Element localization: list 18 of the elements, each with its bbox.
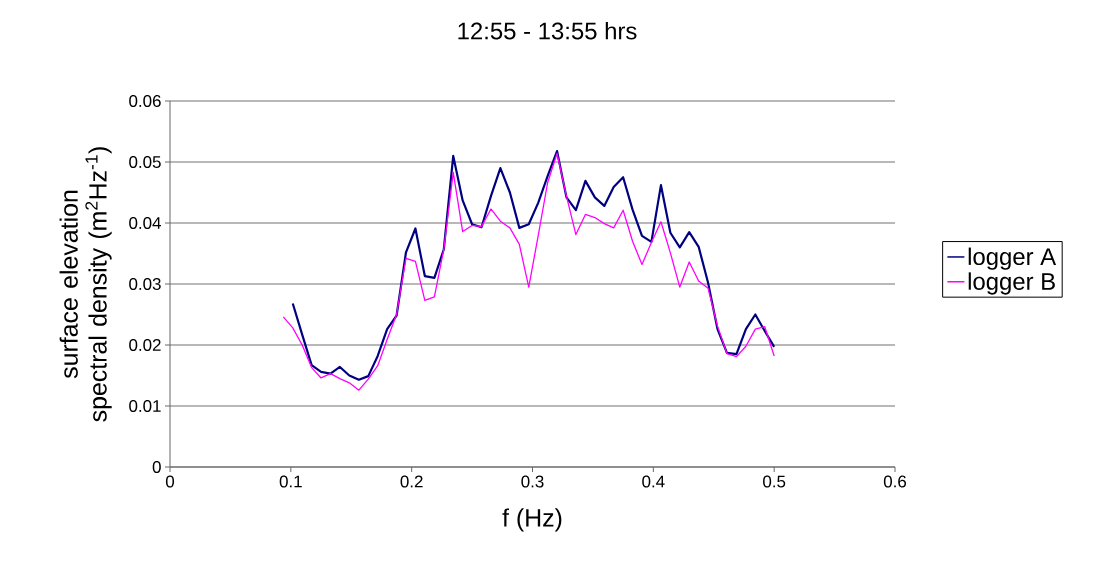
- legend-label: logger B: [968, 272, 1055, 295]
- x-tick-label: 0.6: [883, 475, 907, 488]
- y-tick-label: 0.04: [129, 217, 161, 229]
- y-tick-label: 0: [152, 461, 161, 473]
- y-tick-label: 0.03: [129, 278, 161, 290]
- y-tick-label: 0.02: [129, 339, 161, 351]
- y-tick-label: 0.06: [129, 95, 161, 107]
- x-axis-title: f (Hz): [502, 508, 562, 532]
- y-tick-label: 0.01: [129, 400, 161, 412]
- x-tick-label: 0.1: [279, 475, 302, 488]
- y-tick-label: 0.05: [129, 156, 161, 168]
- x-tick-label: 0.3: [521, 475, 544, 488]
- legend-label: logger A: [968, 247, 1057, 270]
- x-tick-label: 0.2: [400, 475, 423, 488]
- x-tick-label: 0.4: [642, 475, 665, 488]
- chart-title: 12:55 - 13:55 hrs: [458, 21, 637, 40]
- x-tick-label: 0: [165, 475, 175, 488]
- x-tick-label: 0.5: [763, 475, 786, 488]
